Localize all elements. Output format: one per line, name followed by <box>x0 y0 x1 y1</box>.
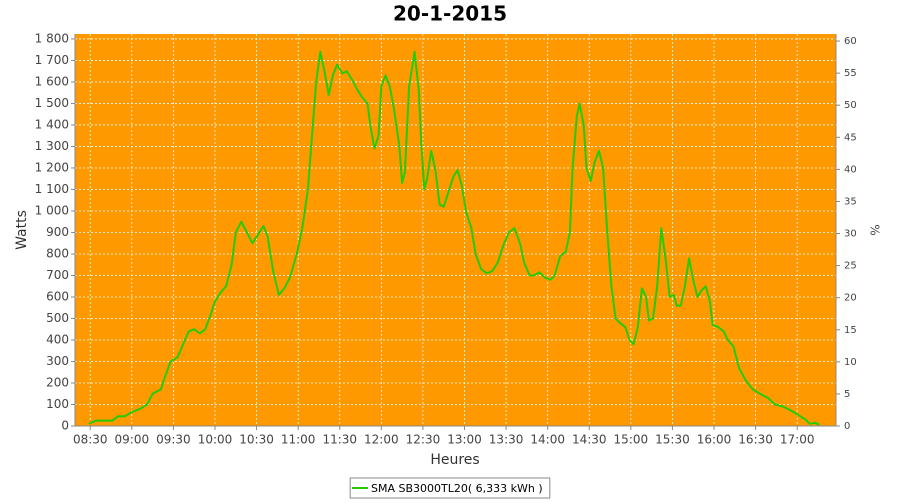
y-tick-label: 1 500 <box>35 96 69 110</box>
x-axis-label: Heures <box>430 452 479 468</box>
y2-tick-label: 45 <box>844 132 857 143</box>
y-tick-label: 200 <box>46 375 69 389</box>
x-tick-label: 16:30 <box>738 433 773 447</box>
x-tick-label: 15:00 <box>614 433 649 447</box>
x-tick-label: 08:30 <box>73 433 108 447</box>
series-line <box>88 50 820 426</box>
y2-tick-label: 55 <box>844 68 857 79</box>
y2-tick-label: 40 <box>844 164 857 175</box>
y2-tick-label: 30 <box>844 229 857 240</box>
y-tick-label: 100 <box>46 397 69 411</box>
y2-tick-label: 0 <box>844 421 850 432</box>
y-axis-label: Watts <box>14 210 30 250</box>
y-tick-label: 500 <box>46 311 69 325</box>
x-tick-label: 17:00 <box>780 433 815 447</box>
y2-tick-label: 25 <box>844 261 857 272</box>
y-tick-label: 700 <box>46 268 69 282</box>
y-tick-label: 1 000 <box>35 203 69 217</box>
x-tick-label: 13:30 <box>489 433 524 447</box>
chart-title: 20-1-2015 <box>393 2 507 26</box>
x-tick-label: 16:00 <box>697 433 732 447</box>
y-tick-label: 800 <box>46 246 69 260</box>
y2-tick-label: 5 <box>844 389 850 400</box>
x-tick-label: 14:00 <box>530 433 565 447</box>
legend-box <box>349 477 551 499</box>
x-tick-label: 11:30 <box>322 433 357 447</box>
y-tick-label: 0 <box>61 419 69 433</box>
y2-tick-label: 10 <box>844 357 857 368</box>
y-tick-label: 1 600 <box>35 74 69 88</box>
y-tick-label: 1 400 <box>35 117 69 131</box>
x-tick-label: 09:00 <box>115 433 150 447</box>
y-tick-label: 1 700 <box>35 53 69 67</box>
x-tick-label: 14:30 <box>572 433 607 447</box>
y-tick-label: 400 <box>46 332 69 346</box>
y2-axis-label: % <box>868 224 882 235</box>
y-tick-label: 1 100 <box>35 182 69 196</box>
x-tick-label: 10:30 <box>239 433 274 447</box>
x-tick-label: 11:00 <box>281 433 316 447</box>
y2-tick-label: 35 <box>844 196 857 207</box>
x-tick-label: 10:00 <box>198 433 233 447</box>
x-tick-label: 12:00 <box>364 433 399 447</box>
x-tick-label: 15:30 <box>655 433 690 447</box>
y2-tick-label: 15 <box>844 325 857 336</box>
y2-tick-label: 20 <box>844 293 857 304</box>
y-tick-label: 1 800 <box>35 31 69 45</box>
y-tick-label: 600 <box>46 289 69 303</box>
y-tick-label: 1 300 <box>35 139 69 153</box>
x-tick-label: 12:30 <box>406 433 441 447</box>
y-tick-label: 1 200 <box>35 160 69 174</box>
legend-label: SMA SB3000TL20( 6,333 kWh ) <box>371 482 543 495</box>
plot-area <box>75 34 836 426</box>
y-tick-label: 300 <box>46 354 69 368</box>
x-tick-label: 13:00 <box>447 433 482 447</box>
y2-tick-label: 60 <box>844 36 857 47</box>
x-tick-label: 09:30 <box>156 433 191 447</box>
y2-tick-label: 50 <box>844 100 857 111</box>
y-tick-label: 900 <box>46 225 69 239</box>
